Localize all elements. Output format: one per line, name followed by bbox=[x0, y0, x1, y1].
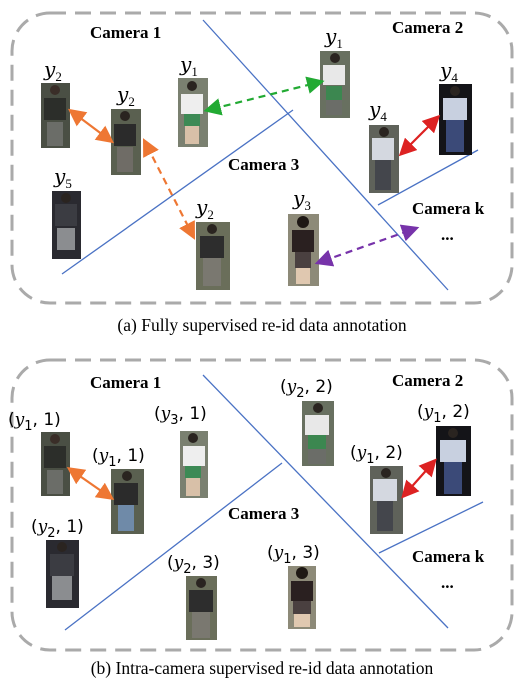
person-crop-b8 bbox=[186, 576, 217, 640]
person-crop-a7 bbox=[439, 84, 472, 155]
camera-3-label-b: Camera 3 bbox=[228, 504, 299, 523]
camera-2-label-b: Camera 2 bbox=[392, 371, 463, 390]
label-a-y2-bottom: y2 bbox=[195, 195, 214, 222]
boundary-line-b3 bbox=[378, 501, 484, 554]
person-crop-b5 bbox=[302, 401, 334, 466]
panel-b: Camera 1 Camera 2 Camera 3 Camera k ... bbox=[8, 358, 514, 678]
camera-2-label: Camera 2 bbox=[392, 18, 463, 37]
arrow-green-dashed bbox=[203, 76, 325, 116]
label-a-y1-top: y1 bbox=[324, 24, 343, 51]
person-crop-b9 bbox=[288, 566, 316, 629]
arrow-orange-dashed bbox=[142, 138, 196, 240]
label-b-e: (y2, 2) bbox=[280, 377, 333, 401]
ellipsis-label-b: ... bbox=[441, 573, 454, 592]
camera-1-label-b: Camera 1 bbox=[90, 373, 161, 392]
person-crop-b1 bbox=[41, 432, 70, 496]
panel-b-border bbox=[10, 358, 514, 652]
label-b-c: (y1, 1) bbox=[92, 446, 145, 470]
ellipsis-label: ... bbox=[441, 225, 454, 244]
person-crop-a9 bbox=[288, 214, 319, 286]
label-b-d: (y2, 1) bbox=[31, 517, 84, 541]
label-b-f: (y1, 2) bbox=[417, 402, 470, 426]
boundary-line-2 bbox=[61, 109, 294, 275]
boundary-line-b1 bbox=[202, 374, 449, 629]
boundary-line-3 bbox=[377, 149, 479, 206]
panel-a: Camera 1 Camera 2 Camera 3 Camera k ... bbox=[10, 11, 514, 335]
arrow-red-solid bbox=[398, 114, 441, 157]
person-crop-b4 bbox=[46, 540, 79, 608]
arrow-purple-dashed bbox=[314, 224, 420, 267]
person-crop-b3 bbox=[180, 431, 208, 498]
caption-a: (a) Fully supervised re-id data annotati… bbox=[117, 315, 406, 335]
label-a-y2-left: y2 bbox=[43, 57, 62, 84]
person-crop-a8 bbox=[196, 222, 230, 290]
arrow-orange-solid bbox=[67, 108, 115, 144]
person-crop-b6 bbox=[370, 466, 403, 534]
label-a-y4-right: y4 bbox=[439, 58, 458, 85]
panel-a-border bbox=[10, 11, 514, 305]
label-b-b: (y3, 1) bbox=[154, 404, 207, 428]
label-b-h: (y2, 3) bbox=[167, 553, 220, 577]
person-crop-b7 bbox=[436, 426, 471, 496]
person-crop-a5 bbox=[320, 51, 350, 118]
camera-3-label: Camera 3 bbox=[228, 155, 299, 174]
label-a-y3: y3 bbox=[292, 186, 311, 213]
label-a-y1-mid: y1 bbox=[179, 52, 198, 79]
label-b-g: (y1, 2) bbox=[350, 443, 403, 467]
label-a-y5: y5 bbox=[53, 164, 72, 191]
arrow-orange-solid-b bbox=[66, 466, 115, 501]
person-crop-a4 bbox=[52, 191, 81, 259]
label-a-y2-mid: y2 bbox=[116, 82, 135, 109]
person-crop-a1 bbox=[41, 83, 70, 148]
person-crop-a2 bbox=[111, 109, 141, 175]
boundary-line-b2 bbox=[64, 462, 283, 631]
camera-1-label: Camera 1 bbox=[90, 23, 161, 42]
camera-k-label-b: Camera k bbox=[412, 547, 485, 566]
camera-k-label: Camera k bbox=[412, 199, 485, 218]
arrow-red-solid-b bbox=[401, 458, 437, 499]
label-b-i: (y1, 3) bbox=[267, 543, 320, 567]
person-crop-a6 bbox=[369, 125, 399, 193]
label-b-a: (y1, 1) bbox=[8, 410, 61, 434]
person-crop-a3 bbox=[178, 78, 208, 147]
label-a-y4-mid: y4 bbox=[368, 97, 387, 124]
person-crop-b2 bbox=[111, 469, 144, 534]
caption-b: (b) Intra-camera supervised re-id data a… bbox=[91, 658, 434, 678]
